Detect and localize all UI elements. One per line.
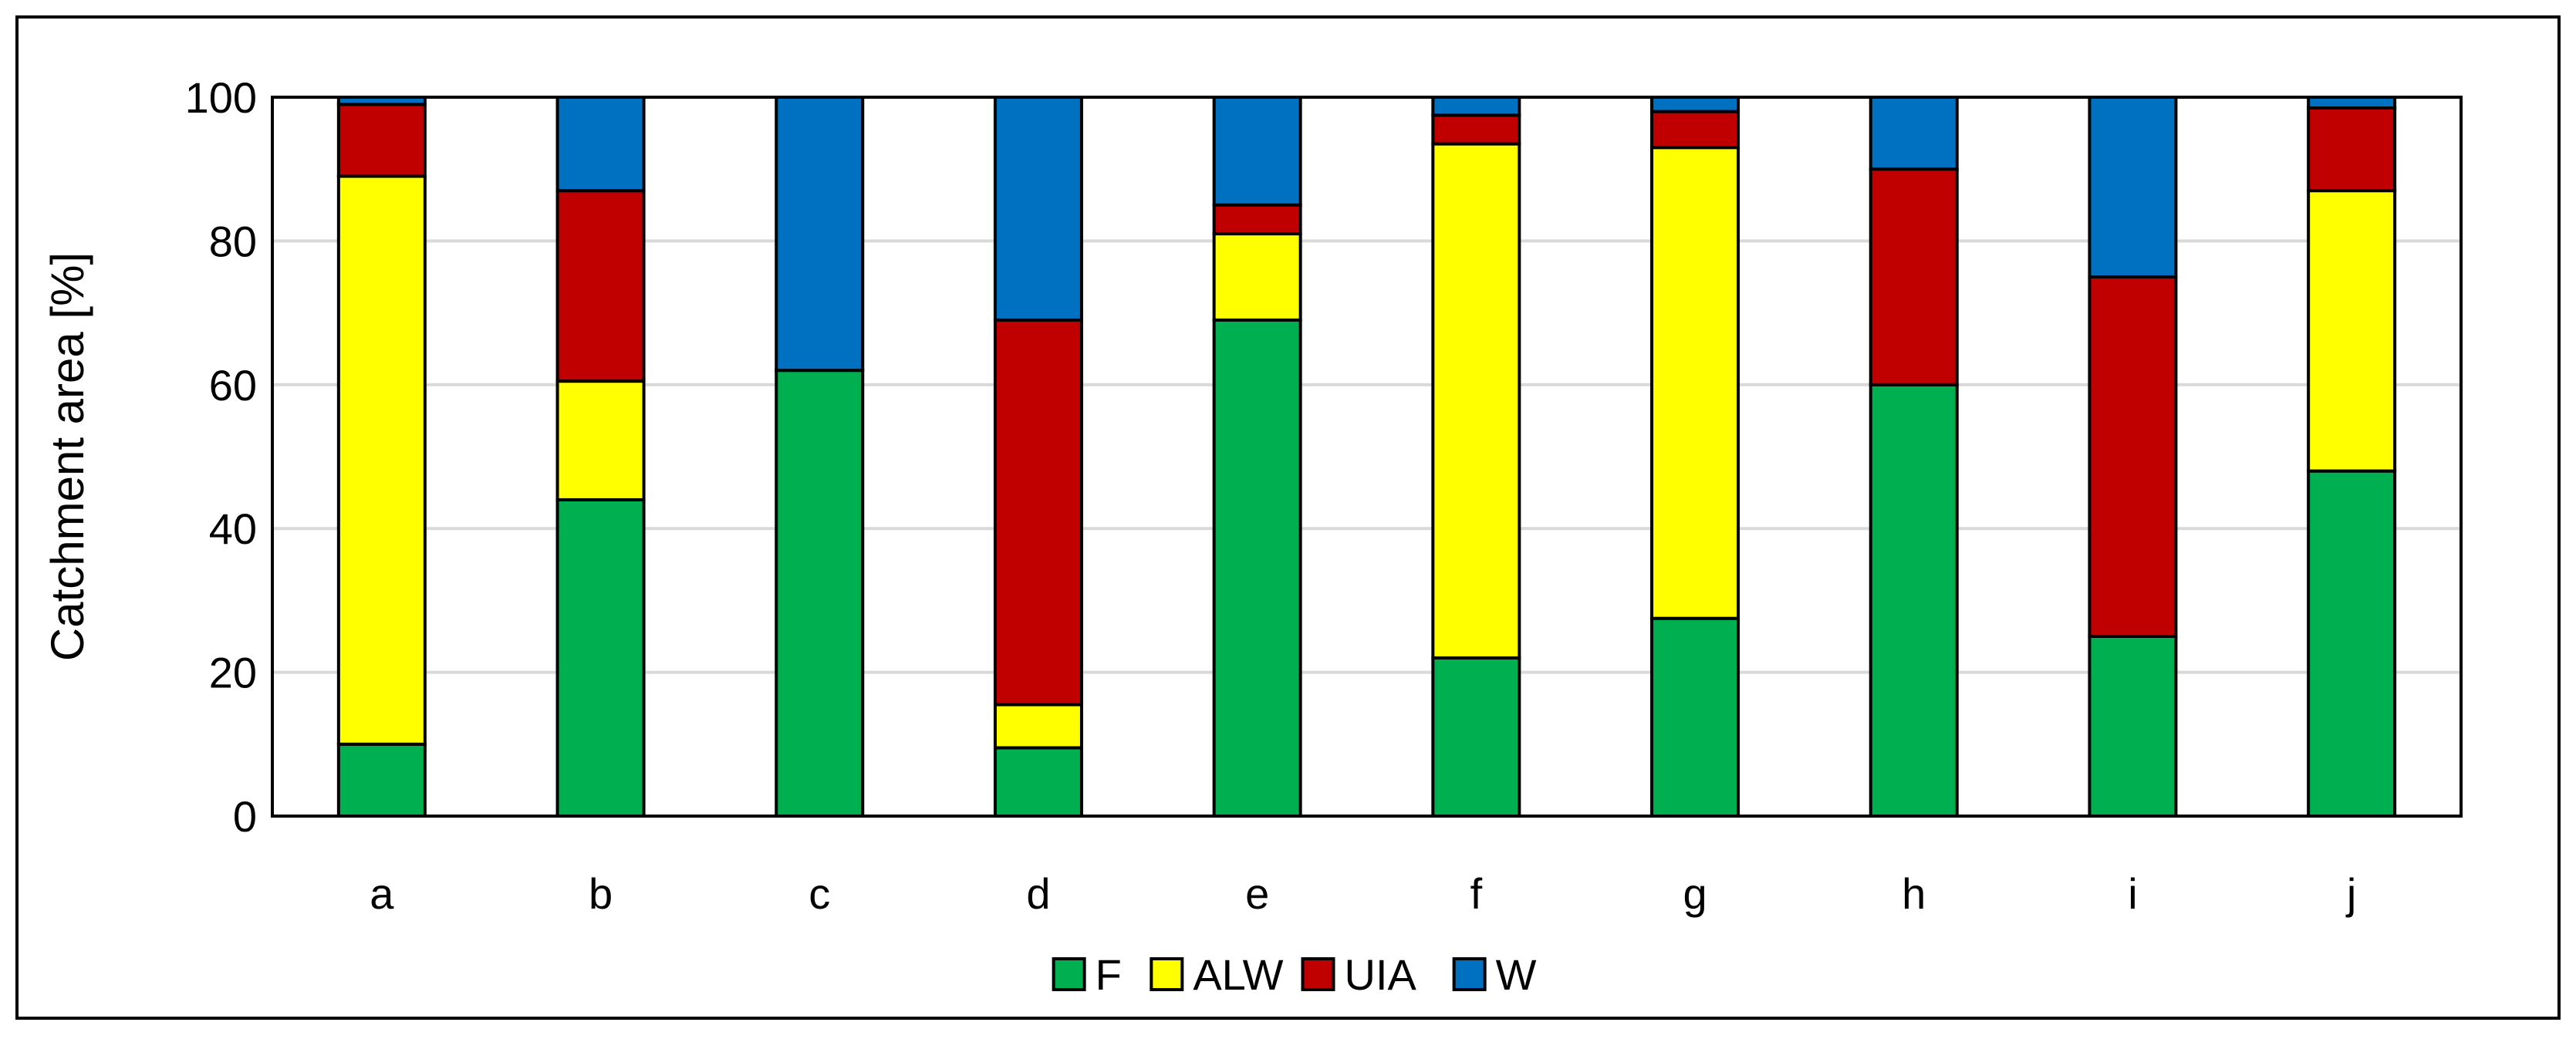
bar-alw-f	[1431, 142, 1521, 659]
y-tick-label: 100	[185, 73, 257, 122]
legend-label-f: F	[1096, 950, 1122, 999]
bar-w-h	[1869, 96, 1959, 171]
x-tick-label: h	[1902, 869, 1926, 918]
bar-f-d	[993, 746, 1083, 818]
bar-w-c	[775, 96, 865, 373]
bar-f-a	[336, 742, 427, 818]
bar-alw-e	[1212, 232, 1302, 322]
bar-w-j	[2307, 96, 2397, 110]
bar-alw-j	[2307, 189, 2397, 473]
bar-f-g	[1650, 616, 1740, 818]
bar-f-e	[1212, 318, 1302, 818]
x-tick-label: b	[589, 869, 613, 918]
x-tick-label: c	[809, 869, 830, 918]
legend-swatch-w	[1452, 957, 1487, 991]
bar-alw-d	[993, 703, 1083, 750]
legend-swatch-alw	[1150, 957, 1184, 991]
bar-alw-a	[336, 174, 427, 746]
y-tick-label: 80	[209, 217, 257, 265]
bar-w-i	[2088, 96, 2178, 278]
bar-w-e	[1212, 96, 1302, 207]
legend-swatch-uia	[1301, 957, 1335, 991]
x-tick-label: d	[1026, 869, 1050, 918]
bar-uia-f	[1431, 113, 1521, 146]
x-tick-label: a	[370, 869, 394, 918]
x-tick-label: f	[1470, 869, 1483, 918]
bar-uia-g	[1650, 110, 1740, 150]
bar-f-c	[775, 369, 865, 818]
bar-w-d	[993, 96, 1083, 322]
bar-uia-i	[2088, 275, 2178, 638]
bar-f-f	[1431, 656, 1521, 818]
bar-alw-g	[1650, 146, 1740, 620]
bar-uia-b	[555, 189, 646, 383]
bar-w-g	[1650, 96, 1740, 113]
bar-uia-a	[336, 103, 427, 178]
bar-w-b	[555, 96, 646, 193]
x-tick-label: e	[1245, 869, 1269, 918]
legend: F ALW UIA W	[1052, 950, 1537, 999]
bar-f-h	[1869, 383, 1959, 818]
legend-label-uia: UIA	[1345, 950, 1417, 999]
y-tick-label: 0	[233, 792, 257, 841]
plot-area-border	[271, 96, 2463, 818]
legend-label-alw: ALW	[1193, 950, 1283, 999]
y-tick-label: 60	[209, 361, 257, 410]
bar-f-b	[555, 498, 646, 818]
y-tick-label: 40	[209, 504, 257, 553]
bars	[336, 96, 2397, 818]
y-tick-labels: 0 20 40 60 80 100	[185, 73, 257, 841]
x-tick-label: i	[2128, 869, 2137, 918]
x-tick-label: g	[1683, 869, 1707, 918]
bar-uia-d	[993, 318, 1083, 707]
bar-uia-e	[1212, 203, 1302, 236]
y-axis-label: Catchment area [%]	[42, 252, 93, 661]
legend-swatch-f	[1052, 957, 1086, 991]
bar-alw-b	[555, 380, 646, 501]
x-tick-label: j	[2345, 869, 2356, 918]
bar-f-i	[2088, 635, 2178, 818]
legend-label-w: W	[1496, 950, 1537, 999]
bar-uia-h	[1869, 167, 1959, 386]
bar-uia-j	[2307, 106, 2397, 193]
bar-w-f	[1431, 96, 1521, 117]
y-tick-label: 20	[209, 649, 257, 697]
x-tick-labels: a b c d e f g h i j	[370, 869, 2356, 918]
bar-f-j	[2307, 469, 2397, 818]
